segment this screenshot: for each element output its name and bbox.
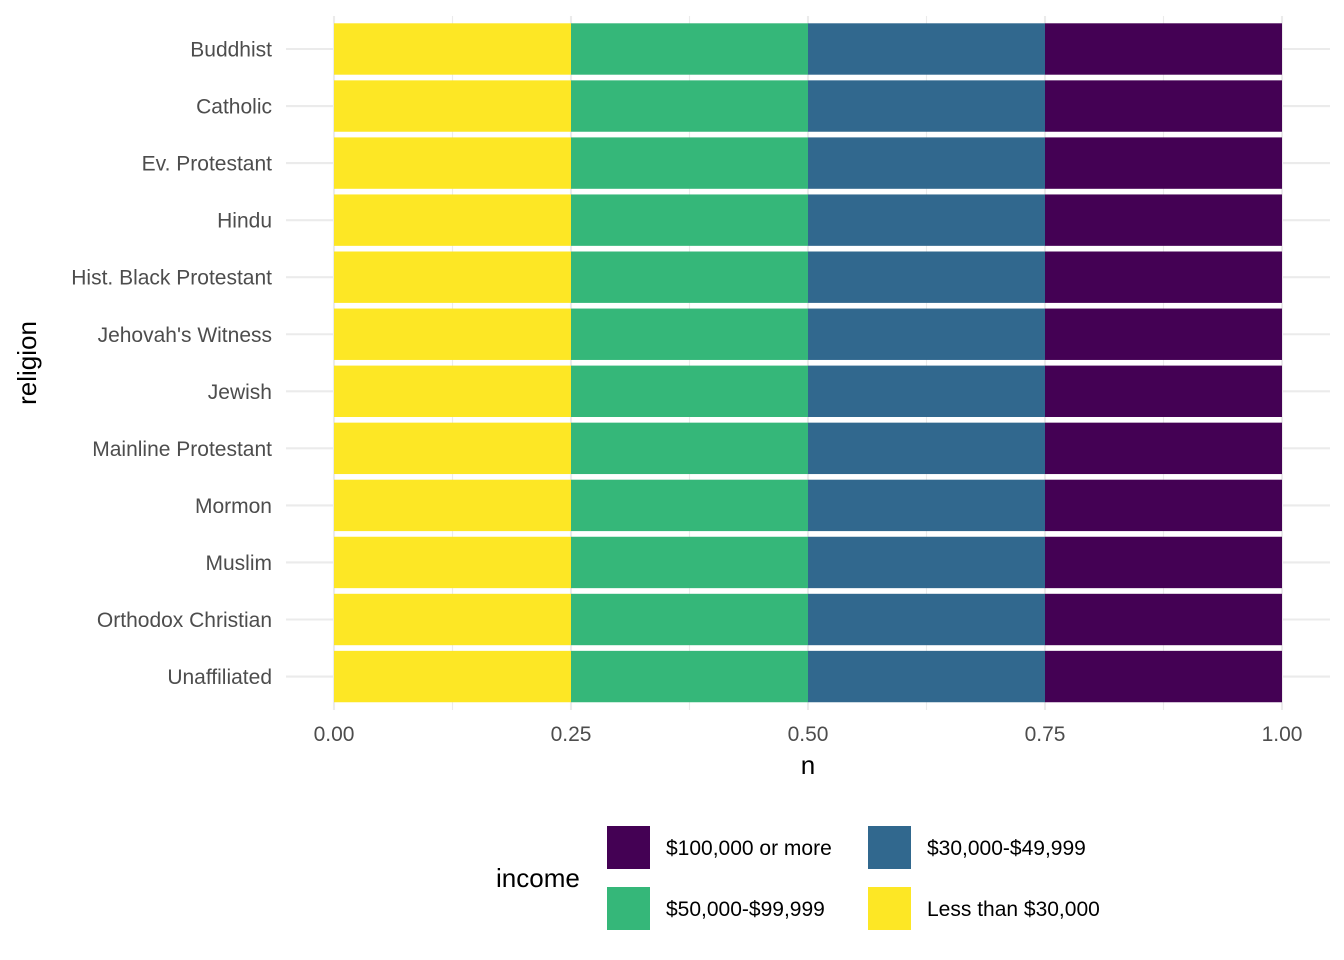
x-tick-label: 0.50: [788, 723, 829, 746]
y-tick-label: Orthodox Christian: [97, 609, 272, 632]
bar-segment: [571, 137, 808, 189]
legend-label: $100,000 or more: [666, 837, 832, 860]
bar-segment: [571, 536, 808, 589]
bar-segment: [808, 137, 1045, 189]
y-tick-label: Mainline Protestant: [92, 438, 272, 461]
bar-segment: [1045, 479, 1282, 532]
bar-segment: [571, 23, 808, 75]
bar-segment: [808, 593, 1045, 646]
bar-segment: [1045, 593, 1282, 646]
legend-label: Less than $30,000: [927, 898, 1100, 921]
y-tick-label: Hist. Black Protestant: [71, 267, 272, 290]
legend-title: income: [496, 863, 580, 893]
y-tick-label: Ev. Protestant: [142, 153, 273, 176]
x-tick-label: 0.00: [314, 723, 355, 746]
y-tick-label: Jewish: [208, 381, 272, 404]
x-tick-label: 0.75: [1025, 723, 1066, 746]
bar-segment: [808, 422, 1045, 475]
bar-segment: [571, 308, 808, 360]
bar-segment: [334, 251, 571, 303]
bar-segment: [571, 194, 808, 246]
legend-key: [868, 826, 911, 869]
legend-label: $30,000-$49,999: [927, 837, 1086, 860]
bar-segment: [1045, 251, 1282, 303]
y-tick-label: Unaffiliated: [167, 666, 272, 689]
bar-segment: [571, 650, 808, 703]
bar-segment: [808, 23, 1045, 75]
bar-segment: [334, 536, 571, 589]
y-axis-title: religion: [12, 321, 42, 405]
bar-segment: [334, 593, 571, 646]
y-tick-label: Catholic: [196, 96, 272, 119]
bar-segment: [334, 479, 571, 532]
y-tick-labels: Buddhist Catholic Ev. Protestant Hindu Hist.…: [71, 39, 272, 690]
bar-segment: [571, 365, 808, 417]
bar-segment: [1045, 365, 1282, 417]
bar-segment: [808, 80, 1045, 132]
bar-segment: [571, 479, 808, 532]
bar-segment: [1045, 23, 1282, 75]
y-tick-label: Hindu: [217, 210, 272, 233]
y-tick-label: Buddhist: [190, 39, 272, 62]
bar-segment: [808, 536, 1045, 589]
bar-segment: [334, 80, 571, 132]
bar-segment: [808, 308, 1045, 360]
bar-segment: [571, 251, 808, 303]
bar-segment: [1045, 137, 1282, 189]
legend-key: [868, 887, 911, 930]
y-tick-label: Muslim: [206, 552, 273, 575]
bar-segment: [334, 23, 571, 75]
legend: income $100,000 or more $30,000-$49,999 $5…: [496, 826, 1100, 930]
bar-segment: [808, 251, 1045, 303]
bar-segment: [1045, 650, 1282, 703]
bar-segment: [334, 422, 571, 475]
bar-segment: [334, 137, 571, 189]
legend-label: $50,000-$99,999: [666, 898, 825, 921]
bar-segment: [1045, 194, 1282, 246]
x-tick-label: 1.00: [1262, 723, 1303, 746]
bar-segment: [808, 479, 1045, 532]
bars: [334, 23, 1282, 703]
x-axis-title: n: [801, 750, 815, 780]
bar-segment: [334, 194, 571, 246]
bar-segment: [1045, 308, 1282, 360]
x-tick-labels: 0.00 0.25 0.50 0.75 1.00: [314, 723, 1303, 746]
bar-segment: [808, 650, 1045, 703]
bar-segment: [808, 365, 1045, 417]
legend-key: [607, 887, 650, 930]
y-tick-label: Mormon: [195, 495, 272, 518]
bar-segment: [1045, 536, 1282, 589]
bar-segment: [808, 194, 1045, 246]
bar-segment: [334, 365, 571, 417]
bar-segment: [334, 650, 571, 703]
bar-segment: [334, 308, 571, 360]
bar-segment: [1045, 80, 1282, 132]
y-tick-label: Jehovah's Witness: [98, 324, 272, 347]
bar-segment: [571, 422, 808, 475]
bar-segment: [1045, 422, 1282, 475]
x-tick-label: 0.25: [551, 723, 592, 746]
bar-segment: [571, 593, 808, 646]
bar-segment: [571, 80, 808, 132]
legend-key: [607, 826, 650, 869]
